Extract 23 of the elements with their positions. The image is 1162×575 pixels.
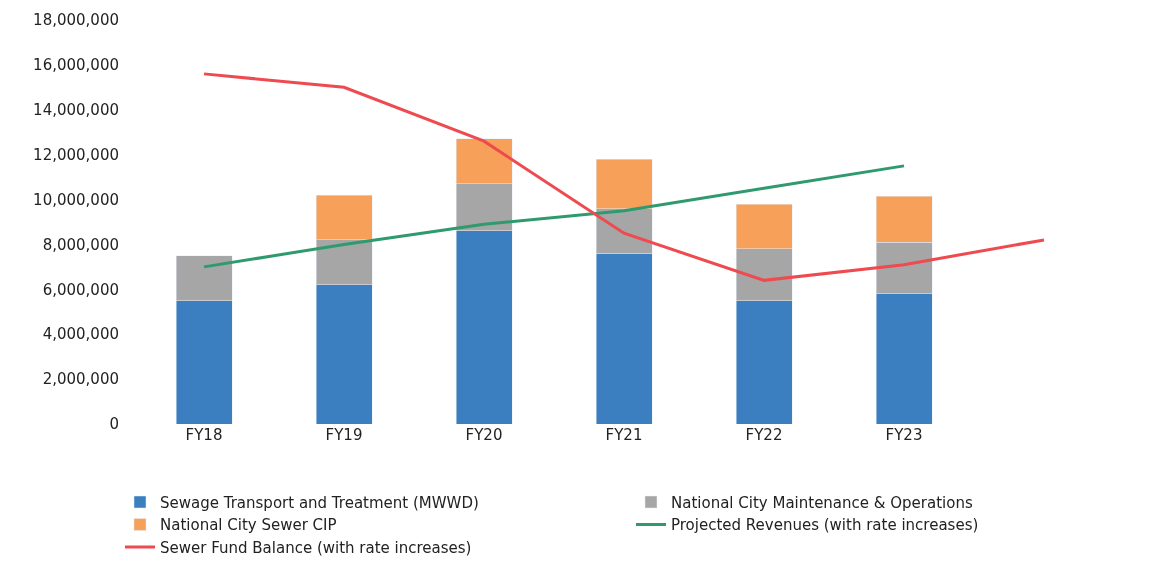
x-tick-label: FY22 (745, 426, 783, 444)
y-tick-label: 12,000,000 (33, 145, 119, 164)
x-tick-label: FY20 (465, 426, 503, 444)
legend-label: National City Sewer CIP (160, 516, 337, 535)
y-tick-label: 18,000,000 (33, 11, 119, 30)
y-tick-label: 10,000,000 (33, 190, 119, 209)
y-tick-label: 2,000,000 (42, 370, 119, 389)
x-tick-label: FY18 (185, 426, 223, 444)
legend-label: Sewer Fund Balance (with rate increases) (160, 538, 472, 557)
y-tick-label: 8,000,000 (42, 235, 119, 254)
x-tick-label: FY19 (325, 426, 363, 444)
y-tick-label: 6,000,000 (42, 280, 119, 299)
legend-label: Sewage Transport and Treatment (MWWD) (160, 493, 479, 512)
y-tick-label: 14,000,000 (33, 101, 119, 120)
legend-label: Projected Revenues (with rate increases) (671, 516, 979, 535)
x-tick-label: FY21 (605, 426, 643, 444)
line-series (202, 164, 906, 269)
x-tick-label: FY23 (885, 426, 923, 444)
y-tick-label: 16,000,000 (33, 56, 119, 75)
legend-label: National City Maintenance & Operations (671, 493, 973, 512)
y-tick-label: 0 (109, 415, 119, 434)
y-tick-label: 4,000,000 (42, 325, 119, 344)
line-series (202, 72, 1046, 282)
